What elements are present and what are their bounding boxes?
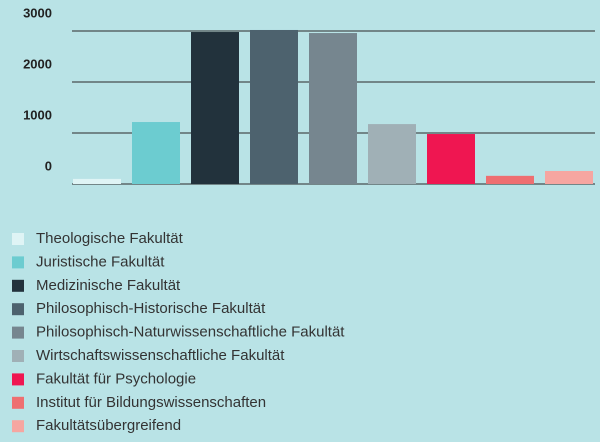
legend-label: Juristische Fakultät xyxy=(36,253,165,270)
legend-swatch xyxy=(12,396,24,409)
y-tick-label: 3000 xyxy=(23,5,52,20)
legend-label: Fakultätsübergreifend xyxy=(36,417,181,434)
y-tick-label: 1000 xyxy=(23,107,52,122)
legend-swatch xyxy=(12,420,24,433)
bar xyxy=(73,178,121,184)
legend-swatch xyxy=(12,233,24,245)
bar xyxy=(250,29,298,185)
bar xyxy=(486,175,534,184)
bar xyxy=(191,32,239,184)
legend-swatch xyxy=(12,350,24,362)
legend-swatch xyxy=(12,303,24,316)
legend-swatch xyxy=(12,326,24,339)
bar xyxy=(545,170,593,184)
bar xyxy=(132,122,180,184)
legend-label: Medizinische Fakultät xyxy=(36,277,181,294)
bar xyxy=(427,134,475,184)
legend-label: Philosophisch-Historische Fakultät xyxy=(36,300,266,317)
legend-swatch xyxy=(12,256,24,269)
y-tick-label: 0 xyxy=(45,158,52,173)
bar xyxy=(309,33,357,184)
legend-label: Philosophisch-Naturwissenschaftliche Fak… xyxy=(36,324,345,341)
legend-swatch xyxy=(12,373,24,386)
legend-label: Wirtschaftswissenschaftliche Fakultät xyxy=(36,347,285,364)
legend-label: Institut für Bildungswissenschaften xyxy=(36,394,266,411)
bar xyxy=(368,124,416,184)
y-tick-label: 2000 xyxy=(23,56,52,71)
legend-label: Fakultät für Psychologie xyxy=(36,370,196,387)
legend-swatch xyxy=(12,279,24,292)
legend-label: Theologische Fakultät xyxy=(36,230,184,247)
